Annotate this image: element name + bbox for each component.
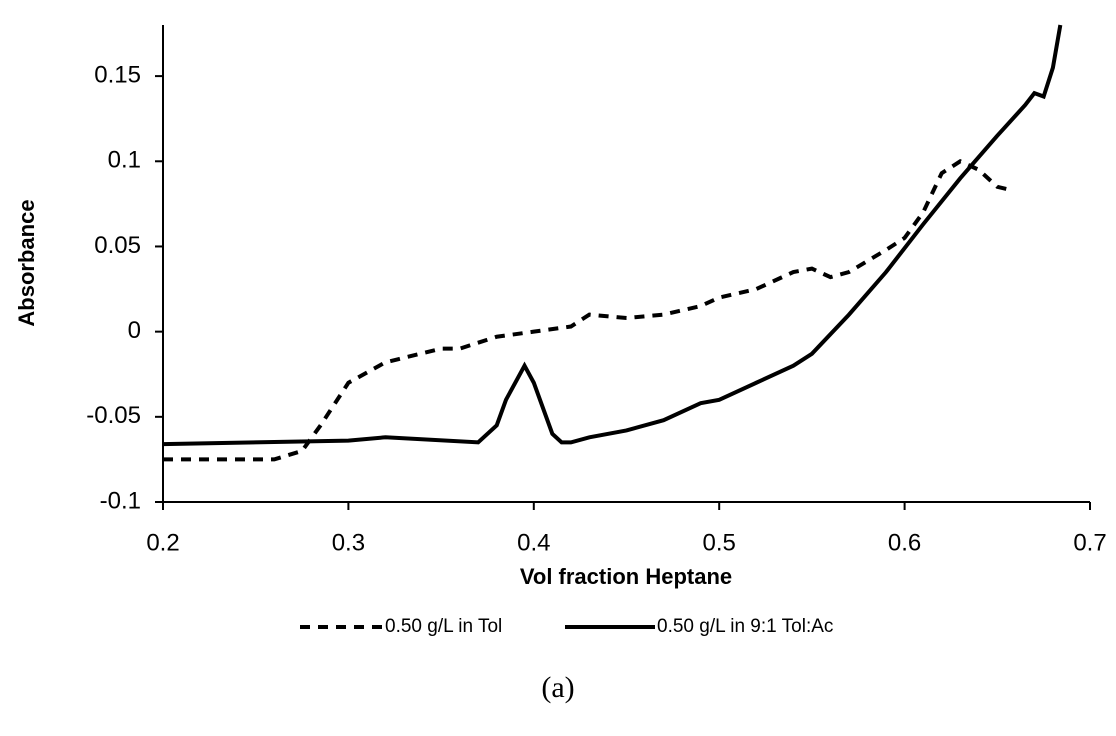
data-line	[162, 24, 1063, 447]
legend-label: 0.50 g/L in Tol	[385, 616, 502, 637]
y-tick-label: 0.15	[94, 61, 141, 88]
x-tick-label: 0.6	[888, 529, 921, 556]
x-tick-label: 0.2	[146, 529, 179, 556]
x-tick-label: 0.7	[1073, 529, 1106, 556]
y-tick-label: 0	[128, 317, 141, 344]
y-tick-label: -0.1	[100, 487, 141, 514]
y-axis-title: Absorbance	[14, 199, 39, 326]
caption: (a)	[541, 671, 574, 704]
x-tick-label: 0.5	[703, 529, 736, 556]
y-tick-label: -0.05	[86, 402, 141, 429]
x-axis-title: Vol fraction Heptane	[520, 564, 732, 589]
y-tick-label: 0.1	[108, 147, 141, 174]
legend-label: 0.50 g/L in 9:1 Tol:Ac	[657, 616, 833, 637]
y-tick-label: 0.05	[94, 232, 141, 259]
data-line	[163, 159, 1013, 462]
x-tick-label: 0.4	[517, 529, 550, 556]
x-tick-label: 0.3	[332, 529, 365, 556]
